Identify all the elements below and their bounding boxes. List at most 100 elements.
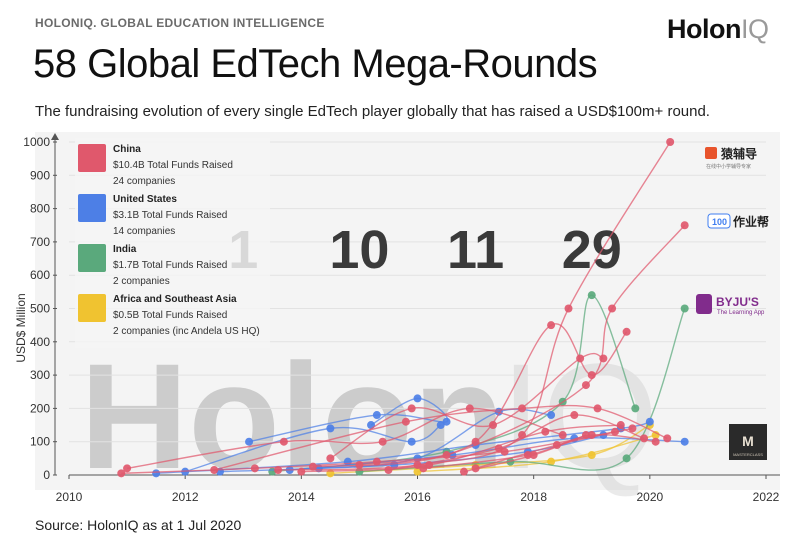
china-data-point [570,411,579,420]
legend-total: $0.5B Total Funds Raised [113,310,227,321]
zuoyebang-badge [707,213,731,229]
y-tick-label: 400 [30,335,50,349]
us-data-point [326,424,335,433]
page-subtitle: The fundraising evolution of every singl… [35,103,710,120]
y-tick-label: 100 [30,435,50,449]
china-data-point [651,437,660,446]
china-data-point [372,457,381,466]
yuanfudao-logo: 猿辅导 在线中小学辅导专家 [705,146,757,170]
china-data-point [471,437,480,446]
kicker: HOLONIQ. GLOBAL EDUCATION INTELLIGENCE [35,16,325,30]
legend-region: Africa and Southeast Asia [113,294,237,305]
china-data-point [599,354,608,363]
china-data-point [608,304,617,313]
us-data-point [442,417,451,426]
china-series-line [388,414,645,471]
logo-main: Holon [667,14,741,44]
legend-total: $3.1B Total Funds Raised [113,210,227,221]
india-data-point [622,454,631,463]
china-data-point [308,462,317,471]
china-data-point [587,371,596,380]
axes: 0 100 200 300 400 500 600 700 800 900 1000 2010 2012… [23,133,780,504]
legend-region: United States [113,194,177,205]
us-data-point [343,457,352,466]
y-tick-label: 1000 [23,135,50,149]
x-tick-label: 2018 [520,490,547,504]
china-series-line [126,407,563,470]
series-group [117,138,689,478]
africa-data-point [413,467,422,476]
china-data-point [581,431,590,440]
us-data-point [645,417,654,426]
legend-swatch-us [78,194,106,222]
mega-round-count: 10 [329,220,389,280]
y-tick-label: 900 [30,168,50,182]
y-tick-label: 800 [30,202,50,216]
legend-companies: 14 companies [113,226,175,237]
page-title: 58 Global EdTech Mega-Rounds [33,42,598,86]
y-axis-label: USD$ Million [14,293,28,362]
china-data-point [489,421,498,430]
china-data-point [593,404,602,413]
us-data-point [680,437,689,446]
zuoyebang-badge-text: 100 [712,217,727,227]
logo-suffix: IQ [740,14,769,44]
x-tick-label: 2012 [172,490,199,504]
china-data-point [581,381,590,390]
byjus-icon [696,294,712,314]
zuoyebang-label: 作业帮 [733,214,769,229]
china-data-point [419,464,428,473]
x-tick-label: 2010 [56,490,83,504]
africa-data-point [547,457,556,466]
us-data-point [152,469,161,478]
china-data-point [407,404,416,413]
y-tick-label: 0 [43,468,50,482]
china-data-point [250,464,259,473]
source-note: Source: HolonIQ as at 1 Jul 2020 [35,517,242,533]
china-data-point [401,417,410,426]
china-data-point [494,444,503,453]
x-tick-label: 2014 [288,490,315,504]
china-series-line [301,424,621,473]
china-series-line [312,224,686,468]
us-data-point [547,411,556,420]
china-data-point [117,469,126,478]
x-tick-label: 2016 [404,490,431,504]
china-data-point [518,404,527,413]
china-data-point [576,354,585,363]
legend-background [75,138,270,348]
china-data-point [663,434,672,443]
legend-companies: 2 companies (inc Andela US HQ) [113,326,260,337]
china-data-point [378,437,387,446]
mega-round-count: 11 [447,220,504,280]
us-series-line [184,424,442,473]
masterclass-box [729,424,767,460]
china-data-point [529,451,538,460]
india-data-point [587,291,596,300]
legend-region: China [113,144,141,155]
us-data-point [372,411,381,420]
y-tick-label: 300 [30,368,50,382]
us-data-point [407,437,416,446]
china-data-point [465,404,474,413]
china-series-line [278,141,671,471]
y-tick-label: 200 [30,401,50,415]
y-tick-label: 500 [30,302,50,316]
masterclass-label: MASTERCLASS [733,452,763,457]
yuanfudao-label: 猿辅导 [720,146,757,161]
china-data-point [123,464,132,473]
zuoyebang-logo: 100 作业帮 [707,213,769,229]
y-tick-label: 600 [30,268,50,282]
masterclass-mark: M [742,433,754,449]
y-axis-arrow [51,133,59,140]
legend-region: India [113,244,137,255]
legend-companies: 24 companies [113,176,175,187]
china-data-point [680,221,689,230]
byjus-logo: BYJU'S The Learning App [696,294,765,316]
china-data-point [500,447,509,456]
legend-total: $10.4B Total Funds Raised [113,160,233,171]
china-data-point [628,424,637,433]
holoniq-logo: HolonIQ [667,14,769,45]
china-data-point [326,454,335,463]
legend-total: $1.7B Total Funds Raised [113,260,227,271]
